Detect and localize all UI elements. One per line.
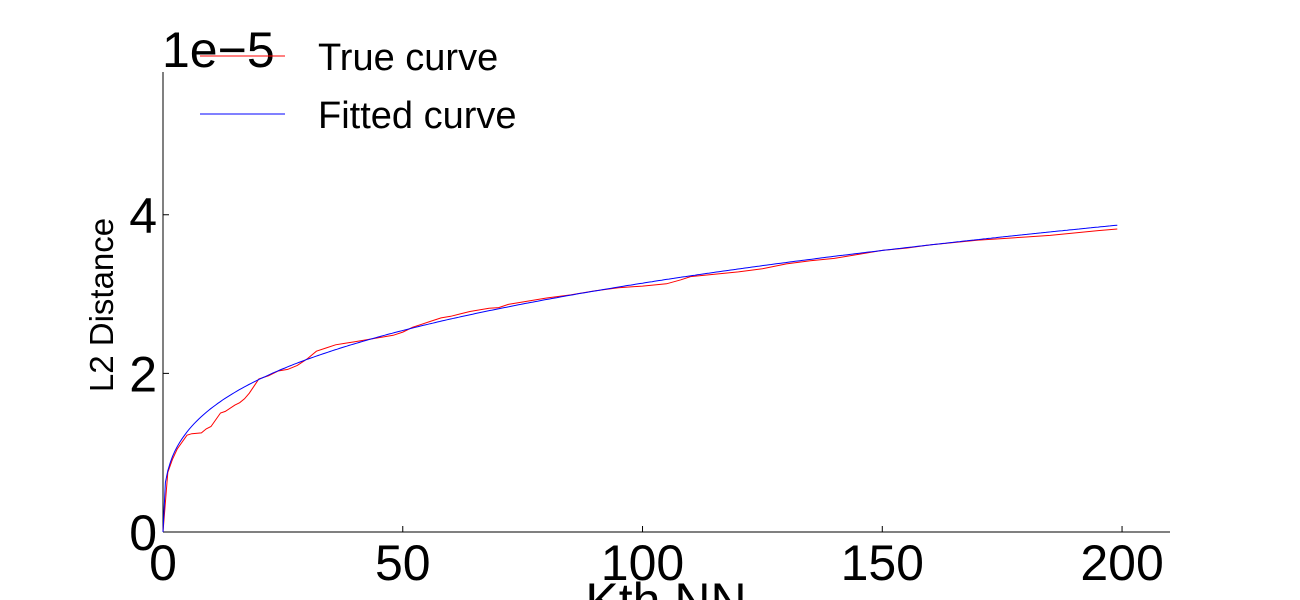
y-tick-label: 0 bbox=[129, 505, 157, 561]
legend-label-fitted-curve: Fitted curve bbox=[318, 95, 517, 137]
legend-label-true-curve: True curve bbox=[318, 37, 498, 79]
series-line-fitted-curve bbox=[162, 224, 1118, 533]
series-line-true-curve bbox=[162, 228, 1118, 533]
y-tick-label: 2 bbox=[129, 346, 157, 402]
x-tick-label: 0 bbox=[149, 535, 177, 591]
x-tick-label: 100 bbox=[601, 535, 684, 591]
legend: True curve Fitted curve bbox=[200, 37, 517, 137]
y-tick-label: 4 bbox=[129, 188, 157, 244]
x-tick-label: 50 bbox=[375, 535, 431, 591]
scale-multiplier-label: 1e−5 bbox=[162, 22, 275, 78]
x-tick-label: 200 bbox=[1080, 535, 1163, 591]
ticks: 0 50 100 150 200 0 2 4 bbox=[129, 188, 1164, 591]
axes bbox=[162, 72, 1170, 533]
y-axis-label: L2 Distance bbox=[83, 218, 120, 392]
x-axis-label: Kth NN bbox=[585, 573, 746, 600]
series bbox=[162, 224, 1118, 533]
x-tick-label: 150 bbox=[841, 535, 924, 591]
